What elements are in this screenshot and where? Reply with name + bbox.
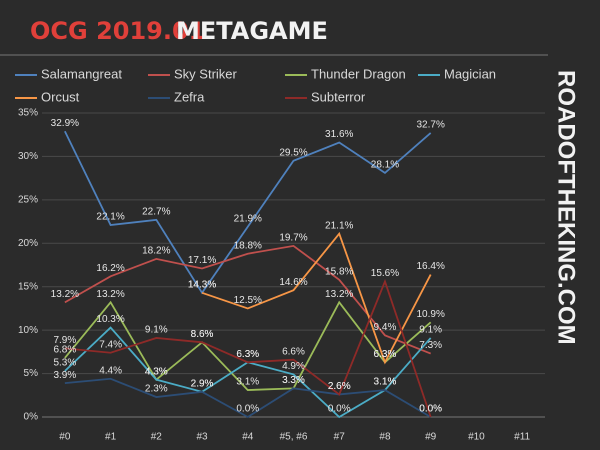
- data-label: 0.0%: [328, 404, 351, 415]
- data-label: 7.9%: [53, 335, 76, 346]
- data-label: 13.2%: [96, 289, 124, 300]
- data-label: 19.7%: [279, 233, 307, 244]
- data-label: 17.1%: [188, 255, 216, 266]
- series-line: [64, 278, 432, 418]
- data-label: 5.3%: [53, 358, 76, 369]
- x-tick-label: #3: [196, 432, 208, 443]
- data-label: 21.1%: [325, 220, 353, 231]
- data-label: 7.3%: [419, 340, 442, 351]
- data-label: 6.3%: [374, 349, 397, 360]
- data-label: 3.1%: [374, 377, 397, 388]
- data-label: 3.9%: [53, 370, 76, 381]
- x-tick-label: #0: [59, 432, 71, 443]
- data-label: 18.8%: [234, 240, 262, 251]
- data-label: 8.6%: [191, 329, 214, 340]
- data-label: 2.9%: [191, 378, 214, 389]
- data-label: 14.3%: [188, 279, 216, 290]
- y-tick-label: 10%: [18, 325, 38, 336]
- data-label: 4.9%: [282, 361, 305, 372]
- data-label: 13.2%: [51, 289, 79, 300]
- data-label: 6.8%: [53, 345, 76, 356]
- data-label: 22.7%: [142, 206, 170, 217]
- data-label: 4.3%: [145, 366, 168, 377]
- data-label: 15.8%: [325, 266, 353, 277]
- x-tick-label: #10: [468, 432, 485, 443]
- data-label: 21.9%: [234, 213, 262, 224]
- y-tick-label: 0%: [24, 412, 39, 423]
- data-label: 2.9%: [191, 378, 214, 389]
- series-line: [64, 377, 432, 419]
- data-label: 7.4%: [99, 339, 122, 350]
- data-label: 10.9%: [417, 309, 445, 320]
- data-label: 13.2%: [325, 289, 353, 300]
- data-label: 31.6%: [325, 129, 353, 140]
- data-label: 0.0%: [419, 404, 442, 415]
- data-label: 2.6%: [328, 381, 351, 392]
- watermark: ROADOFTHEKING.COM: [553, 70, 580, 345]
- data-label: 3.1%: [236, 377, 259, 388]
- data-label: 0.0%: [419, 404, 442, 415]
- y-tick-label: 15%: [18, 281, 38, 292]
- data-label: 16.2%: [96, 263, 124, 274]
- legend-label: Sky Striker: [174, 66, 238, 81]
- series-line: [201, 231, 432, 365]
- data-label: 32.7%: [417, 120, 445, 131]
- legend-label: Salamangreat: [41, 66, 122, 81]
- y-tick-label: 25%: [18, 194, 38, 205]
- data-label: 9.4%: [374, 322, 397, 333]
- data-label: 15.6%: [371, 268, 399, 279]
- chart-subtitle: METAGAME: [176, 17, 328, 45]
- data-label: 3.3%: [282, 375, 305, 386]
- series-line: [64, 130, 432, 295]
- data-label: 6.3%: [236, 349, 259, 360]
- x-tick-label: #11: [514, 432, 530, 443]
- data-label: 9.1%: [419, 325, 442, 336]
- data-label: 4.4%: [99, 365, 122, 376]
- x-tick-label: #7: [334, 432, 346, 443]
- data-label: 2.6%: [328, 381, 351, 392]
- data-label: 10.3%: [96, 314, 124, 325]
- chart-title: OCG 2019.01: [30, 17, 205, 45]
- data-label: 6.6%: [282, 346, 305, 357]
- y-tick-label: 30%: [18, 151, 38, 162]
- legend-label: Orcust: [41, 89, 80, 104]
- data-label: 22.1%: [96, 212, 124, 223]
- legend-label: Thunder Dragon: [311, 66, 406, 81]
- data-label: 14.6%: [279, 277, 307, 288]
- data-label: 9.1%: [145, 325, 168, 336]
- x-tick-label: #9: [425, 432, 437, 443]
- data-label: 16.4%: [417, 261, 445, 272]
- y-tick-label: 35%: [18, 108, 38, 119]
- legend-label: Subterror: [311, 89, 366, 104]
- y-tick-label: 5%: [24, 368, 39, 379]
- data-label: 14.3%: [188, 279, 216, 290]
- legend-label: Magician: [444, 66, 496, 81]
- legend-label: Zefra: [174, 89, 205, 104]
- x-tick-label: #5, #6: [280, 432, 308, 443]
- data-label: 29.5%: [279, 147, 307, 158]
- data-label: 8.6%: [191, 329, 214, 340]
- y-tick-label: 20%: [18, 238, 38, 249]
- data-label: 12.5%: [234, 295, 262, 306]
- x-tick-label: #4: [242, 432, 254, 443]
- series-line: [64, 300, 432, 391]
- data-label: 3.3%: [282, 375, 305, 386]
- x-tick-label: #2: [151, 432, 163, 443]
- data-label: 4.3%: [145, 366, 168, 377]
- data-label: 18.2%: [142, 246, 170, 257]
- data-label: 32.9%: [51, 118, 79, 129]
- x-tick-label: #8: [379, 432, 391, 443]
- data-label: 3.1%: [374, 377, 397, 388]
- data-label: 28.1%: [371, 160, 399, 171]
- data-label: 6.3%: [236, 349, 259, 360]
- data-label: 2.3%: [145, 384, 168, 395]
- data-label: 6.3%: [374, 349, 397, 360]
- data-label: 0.0%: [236, 404, 259, 415]
- x-tick-label: #1: [105, 432, 117, 443]
